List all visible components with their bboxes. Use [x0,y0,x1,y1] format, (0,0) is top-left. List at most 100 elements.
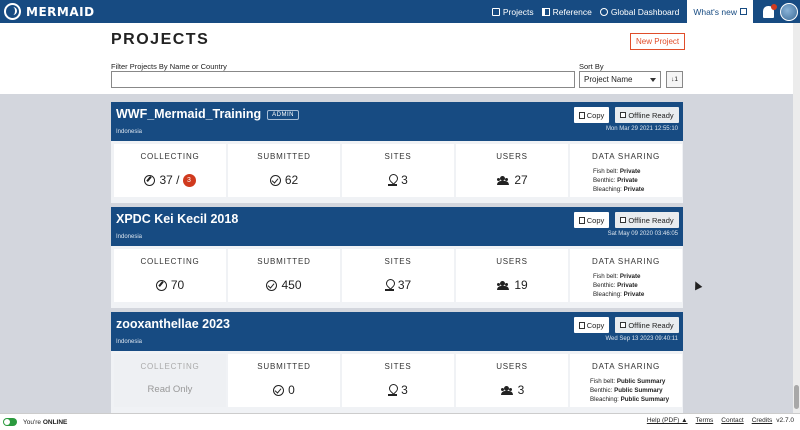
project-card-header: XPDC Kei Kecil 2018 Indonesia Copy Offli… [111,207,683,246]
sharing-benthic: Benthic: Private [593,177,638,184]
project-card[interactable]: zooxanthellae 2023 Indonesia Copy Offlin… [111,312,683,413]
chevron-down-icon [650,77,656,82]
scrollbar-thumb[interactable] [794,385,799,409]
stat-value: 27 [456,173,568,187]
copy-button[interactable]: Copy [574,107,609,123]
collecting-stat: COLLECTING Read Only [114,354,226,407]
footer-link-credits[interactable]: Credits [751,417,773,424]
whats-new-button[interactable]: What's new [687,0,753,23]
page-scrollbar[interactable] [793,23,800,413]
offline-ready-label: Offline Ready [628,320,674,330]
submitted-count: 450 [281,278,302,292]
logo-text: MERMAID [26,4,95,19]
projects-header: PROJECTS New Project Filter Projects By … [0,23,793,94]
collecting-alert-badge: 3 [182,173,196,187]
project-card-header: zooxanthellae 2023 Indonesia Copy Offlin… [111,312,683,351]
avatar[interactable] [780,2,798,21]
copy-button[interactable]: Copy [574,212,609,228]
copy-button[interactable]: Copy [574,317,609,333]
external-link-icon [740,8,747,15]
app-version: v2.7.0 [776,417,794,424]
stat-label: SITES [384,257,412,266]
projects-icon [491,7,500,16]
sites-stat[interactable]: SITES 3 [342,144,454,197]
collecting-stat[interactable]: COLLECTING 70 [114,249,226,302]
nav-link-projects[interactable]: Projects [491,7,534,17]
sharing-fish-belt: Fish belt: Private [593,273,641,280]
stat-value: 0 [228,383,340,397]
sort-by-value: Project Name [584,75,633,84]
project-name[interactable]: XPDC Kei Kecil 2018 [116,212,239,226]
copy-icon [578,321,585,329]
sharing-bleaching: Bleaching: Public Summary [590,396,670,403]
map-pin-icon [388,174,398,186]
stat-value: 62 [228,173,340,187]
reference-icon [541,7,550,16]
offline-ready-checkbox[interactable] [620,112,627,118]
footer-link-terms[interactable]: Terms [695,417,714,424]
users-stat[interactable]: USERS 3 [456,354,568,407]
sharing-bleaching: Bleaching: Private [593,186,645,193]
stat-value: 450 [228,278,340,292]
project-card-header: WWF_Mermaid_Training ADMIN Indonesia Copy… [111,102,683,141]
map-pin-icon [384,279,394,291]
offline-ready-toggle[interactable]: Offline Ready [615,317,679,333]
offline-ready-checkbox[interactable] [620,322,627,328]
stat-value: 3 [342,383,454,397]
submitted-stat[interactable]: SUBMITTED 450 [228,249,340,302]
project-card-stats: COLLECTING Read Only SUBMITTED 0 SITES 3… [111,351,683,413]
check-circle-icon [266,279,278,291]
footer-link-help[interactable]: Help (PDF) ▲ [646,417,688,424]
collecting-icon [144,174,156,186]
sharing-benthic: Benthic: Private [593,282,638,289]
whats-new-label: What's new [693,6,737,17]
sort-direction-button[interactable]: ↓1 [666,71,683,88]
project-country: Indonesia [116,339,143,345]
sites-count: 3 [401,383,408,397]
sites-stat[interactable]: SITES 3 [342,354,454,407]
offline-ready-toggle[interactable]: Offline Ready [615,107,679,123]
offline-ready-checkbox[interactable] [620,217,627,223]
stat-label: DATA SHARING [592,257,660,266]
bell-icon[interactable] [763,3,777,18]
submitted-count: 62 [284,173,299,187]
project-card[interactable]: XPDC Kei Kecil 2018 Indonesia Copy Offli… [111,207,683,308]
stat-label: SUBMITTED [257,362,311,371]
project-name[interactable]: zooxanthellae 2023 [116,317,230,331]
submitted-stat[interactable]: SUBMITTED 62 [228,144,340,197]
stat-value: 3 [342,173,454,187]
data-sharing-stat[interactable]: DATA SHARING Fish belt: Private Benthic:… [570,249,682,302]
footer-link-contact[interactable]: Contact [721,417,744,424]
new-project-button[interactable]: New Project [630,33,686,50]
admin-badge: ADMIN [267,110,299,120]
data-sharing-stat[interactable]: DATA SHARING Fish belt: Private Benthic:… [570,144,682,197]
stat-label: USERS [496,152,528,161]
users-icon [496,175,510,185]
project-card-stats: COLLECTING 70 SUBMITTED 450 SITES 37 USE… [111,246,683,308]
offline-ready-toggle[interactable]: Offline Ready [615,212,679,228]
collecting-count: 70 [170,278,185,292]
sharing-fish-belt: Fish belt: Private [593,168,641,175]
submitted-stat[interactable]: SUBMITTED 0 [228,354,340,407]
sites-stat[interactable]: SITES 37 [342,249,454,302]
sort-by-select[interactable]: Project Name [579,71,661,88]
project-name[interactable]: WWF_Mermaid_Training ADMIN [116,107,299,121]
users-stat[interactable]: USERS 27 [456,144,568,197]
online-toggle[interactable] [3,418,17,426]
collecting-stat[interactable]: COLLECTING 37 / 3 [114,144,226,197]
mermaid-logo[interactable]: MERMAID [4,3,95,20]
filter-projects-input[interactable] [111,71,575,88]
map-pin-icon [388,384,398,396]
stat-label: COLLECTING [140,362,200,371]
users-stat[interactable]: USERS 19 [456,249,568,302]
project-card[interactable]: WWF_Mermaid_Training ADMIN Indonesia Copy… [111,102,683,203]
sharing-benthic: Benthic: Public Summary [590,387,663,394]
submitted-count: 0 [288,383,295,397]
sort-label: Sort By [579,62,604,71]
nav-link-reference[interactable]: Reference [541,7,592,17]
read-only-text: Read Only [147,384,193,395]
sharing-fish-belt: Fish belt: Public Summary [590,378,666,385]
data-sharing-stat[interactable]: DATA SHARING Fish belt: Public Summary B… [570,354,682,407]
copy-icon [578,216,585,224]
nav-link-global-dashboard[interactable]: Global Dashboard [599,7,679,17]
